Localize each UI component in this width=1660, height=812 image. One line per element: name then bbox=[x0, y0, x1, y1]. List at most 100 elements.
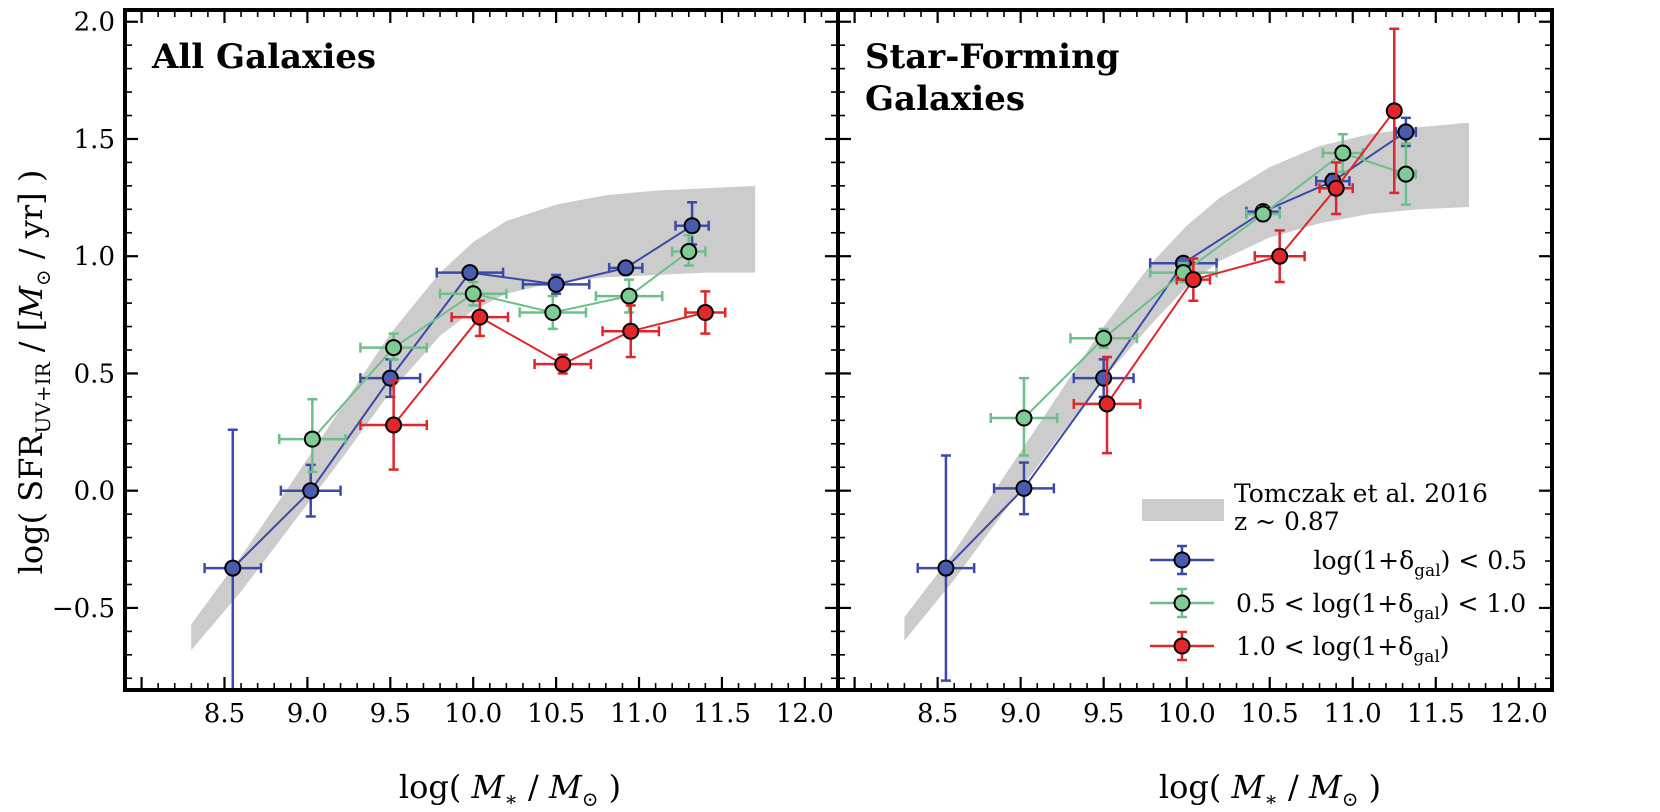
y-axis-label-m: M bbox=[12, 285, 50, 320]
data-point bbox=[620, 287, 638, 305]
data-point bbox=[554, 355, 572, 373]
legend-entry-high: 1.0 < log(1+δgal) bbox=[1150, 630, 1450, 667]
data-point bbox=[1095, 369, 1113, 387]
x-axis-label-m1: M bbox=[470, 768, 505, 806]
panel-title: All Galaxies bbox=[151, 37, 376, 77]
legend-label: 1.0 < log(1+δgal) bbox=[1236, 632, 1450, 667]
data-point bbox=[1098, 395, 1116, 413]
legend-marker bbox=[1173, 551, 1191, 569]
x-axis-label-pre: log( bbox=[399, 768, 472, 806]
x-axis-label-m2: M bbox=[548, 768, 583, 806]
y-axis-label-mid: / [ bbox=[12, 319, 50, 363]
panel-1: 8.5 9.0 9.5 10.0 10.5 11.0 11.5 12.0 −0.5 0.0 0.5 1… bbox=[52, 8, 840, 729]
x-axis-label-m2: M bbox=[1308, 768, 1343, 806]
plot-area bbox=[904, 27, 1469, 682]
data-point bbox=[1397, 165, 1415, 183]
x-axis-label-m2sub: ⊙ bbox=[1342, 787, 1359, 811]
legend-label-sub: gal bbox=[1414, 561, 1440, 581]
data-point bbox=[937, 559, 955, 577]
data-point bbox=[683, 217, 701, 235]
data-point bbox=[1254, 205, 1272, 223]
y-axis-label-sub: UV+IR bbox=[31, 362, 55, 434]
data-point bbox=[1397, 123, 1415, 141]
data-point bbox=[1385, 102, 1403, 120]
data-point bbox=[464, 285, 482, 303]
series-line bbox=[1023, 151, 1407, 419]
x-tick-label: 10.0 bbox=[1158, 699, 1216, 729]
panel-title: Galaxies bbox=[865, 79, 1025, 119]
data-point bbox=[1095, 329, 1113, 347]
data-point bbox=[1271, 247, 1289, 265]
legend-label-post: ) < 1.0 bbox=[1440, 589, 1526, 618]
data-point bbox=[302, 482, 320, 500]
data-point bbox=[1184, 271, 1202, 289]
legend-label-sub: gal bbox=[1413, 647, 1439, 667]
x-tick-label: 8.5 bbox=[204, 699, 245, 729]
series-high bbox=[359, 290, 727, 471]
legend-band-swatch bbox=[1142, 499, 1224, 521]
data-point bbox=[1015, 409, 1033, 427]
x-tick-label: 10.0 bbox=[444, 699, 502, 729]
data-point bbox=[385, 416, 403, 434]
x-axis-label-left: log( M∗ / M⊙ ) bbox=[399, 768, 621, 811]
x-tick-label: 12.0 bbox=[1490, 699, 1548, 729]
x-axis-label-mid: / bbox=[518, 768, 549, 806]
legend-label-sub: gal bbox=[1413, 604, 1439, 624]
legend-marker bbox=[1173, 594, 1191, 612]
x-axis-label-mid: / bbox=[1278, 768, 1309, 806]
x-axis-label-pre: log( bbox=[1159, 768, 1232, 806]
y-axis-label-post: / yr] ) bbox=[12, 170, 50, 270]
data-point bbox=[303, 430, 321, 448]
legend-label-post: ) bbox=[1440, 632, 1450, 661]
y-tick-label: 1.5 bbox=[74, 125, 115, 155]
x-axis-label-right: log( M∗ / M⊙ ) bbox=[1159, 768, 1381, 811]
y-axis-label-pre: log( SFR bbox=[12, 433, 50, 575]
plot-area bbox=[191, 185, 756, 690]
data-point bbox=[680, 243, 698, 261]
y-tick-label: −0.5 bbox=[52, 594, 115, 624]
data-point bbox=[385, 339, 403, 357]
legend-label-pre: 1.0 < log(1+δ bbox=[1236, 632, 1413, 661]
data-point bbox=[1327, 179, 1345, 197]
x-tick-label: 9.5 bbox=[370, 699, 411, 729]
y-tick-label: 0.0 bbox=[74, 477, 115, 507]
x-axis-label-post: ) bbox=[1359, 768, 1382, 806]
x-tick-label: 11.5 bbox=[693, 699, 751, 729]
data-point bbox=[696, 303, 714, 321]
legend-marker bbox=[1173, 637, 1191, 655]
panel-title: Star-Forming bbox=[865, 37, 1120, 77]
series-mid bbox=[277, 233, 707, 474]
y-tick-label: 0.5 bbox=[74, 359, 115, 389]
x-tick-label: 9.0 bbox=[1000, 699, 1041, 729]
x-axis-label-post: ) bbox=[599, 768, 622, 806]
x-tick-label: 11.5 bbox=[1407, 699, 1465, 729]
series-high bbox=[1072, 27, 1403, 455]
y-tick-label: 1.0 bbox=[74, 242, 115, 272]
x-tick-label: 11.0 bbox=[610, 699, 668, 729]
legend-entry-mid: 0.5 < log(1+δgal) < 1.0 bbox=[1150, 587, 1526, 624]
x-tick-label: 8.5 bbox=[917, 699, 958, 729]
panel-frame bbox=[836, 8, 1554, 692]
data-point bbox=[381, 369, 399, 387]
x-axis-label-m1sub: ∗ bbox=[504, 787, 518, 811]
series-line bbox=[311, 250, 690, 440]
y-axis-label: log( SFRUV+IR / [M⊙ / yr] ) bbox=[12, 170, 55, 575]
x-axis-label-m1sub: ∗ bbox=[1264, 787, 1278, 811]
data-point bbox=[622, 322, 640, 340]
legend-entry-low: log(1+δgal) < 0.5 bbox=[1150, 544, 1527, 581]
x-tick-label: 10.5 bbox=[527, 699, 585, 729]
tomczak-band bbox=[191, 185, 756, 651]
y-tick-label: 2.0 bbox=[74, 8, 115, 38]
x-tick-label: 12.0 bbox=[776, 699, 834, 729]
legend-label-post: ) < 0.5 bbox=[1441, 546, 1527, 575]
panel-2: 8.5 9.0 9.5 10.0 10.5 11.0 11.5 12.0 Star-Formin… bbox=[836, 8, 1554, 729]
data-point bbox=[461, 264, 479, 282]
x-tick-label: 9.5 bbox=[1083, 699, 1124, 729]
data-point bbox=[547, 275, 565, 293]
data-point bbox=[1334, 144, 1352, 162]
series-mid bbox=[989, 133, 1418, 457]
x-tick-label: 11.0 bbox=[1324, 699, 1382, 729]
data-point bbox=[544, 303, 562, 321]
